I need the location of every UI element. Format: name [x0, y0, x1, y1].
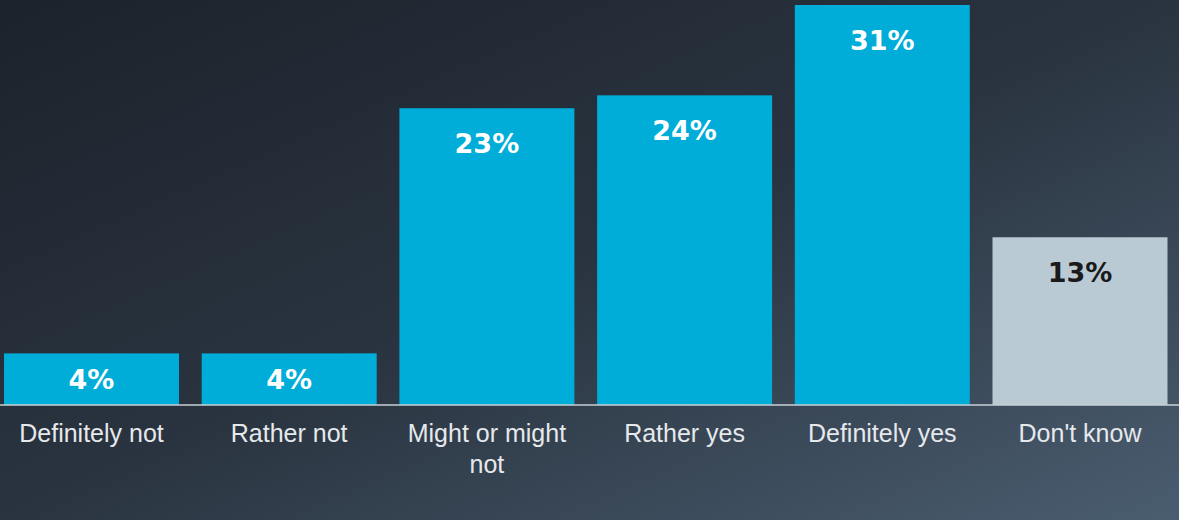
bars: [4, 5, 1168, 405]
data-label: 13%: [1048, 257, 1113, 288]
bar: [399, 108, 574, 405]
bar: [795, 5, 970, 405]
data-labels: 4% 4% 23% 24% 31% 13%: [69, 25, 1113, 395]
bar: [993, 237, 1168, 405]
data-label: 24%: [652, 115, 717, 146]
chart: 4% 4% 23% 24% 31% 13% Definitely not Rather not…: [0, 0, 1179, 520]
bar: [202, 353, 377, 405]
category-label: Definitely yes: [808, 419, 957, 447]
data-label: 23%: [455, 128, 520, 159]
baseline: [0, 404, 1179, 406]
category-label: Might or mightnot: [408, 419, 566, 478]
background: [0, 0, 1179, 520]
category-labels: Definitely not Rather not Might or mightno…: [19, 419, 1142, 478]
category-label: Don't know: [1019, 419, 1143, 447]
category-label: Rather yes: [624, 419, 745, 447]
data-label: 4%: [266, 364, 312, 395]
category-label: Rather not: [231, 419, 348, 447]
bar: [597, 95, 772, 405]
category-label: Definitely not: [19, 419, 164, 447]
data-label: 4%: [69, 364, 115, 395]
data-label: 31%: [850, 25, 915, 56]
bar: [4, 353, 179, 405]
